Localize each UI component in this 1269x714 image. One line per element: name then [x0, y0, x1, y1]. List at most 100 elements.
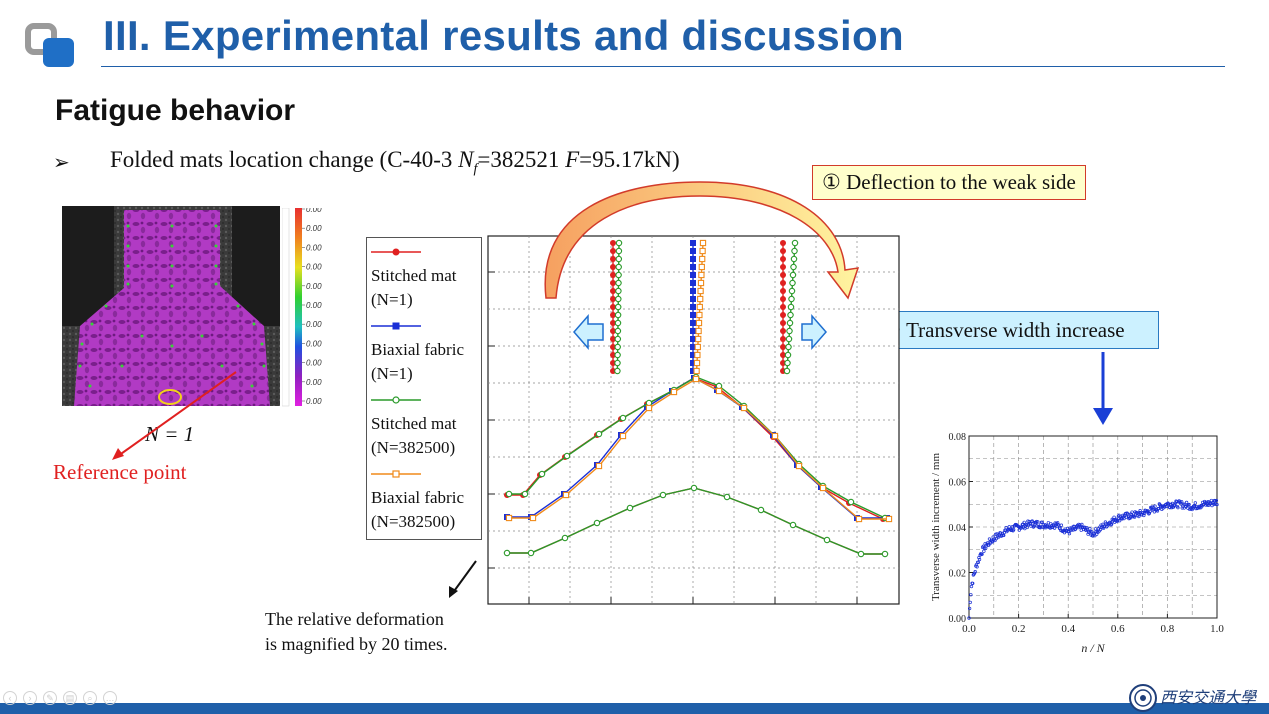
data-point [783, 367, 791, 375]
scatter-point [982, 549, 986, 553]
scatter-point [1148, 509, 1152, 514]
data-point [696, 311, 703, 319]
data-point [521, 490, 529, 498]
zoom-icon[interactable]: ⌕ [83, 691, 97, 705]
scatter-point [1101, 526, 1106, 530]
data-point [855, 515, 863, 523]
pen-icon[interactable]: ✎ [43, 691, 57, 705]
scale-tick-label: 0.00 [306, 224, 322, 233]
legend-label: Biaxial fabric [371, 340, 464, 359]
data-point [789, 279, 796, 287]
scatter-point [1010, 525, 1015, 529]
scatter-point [990, 539, 994, 543]
data-point [610, 272, 616, 278]
bullet-text: Folded mats location change (C-40-3 Nf=3… [110, 147, 680, 177]
data-point [780, 336, 786, 342]
down-arrow-icon [1093, 408, 1113, 425]
slides-icon[interactable]: ▤ [63, 691, 77, 705]
data-point [780, 288, 786, 294]
data-point [610, 352, 616, 358]
data-point [645, 404, 653, 412]
scatter-point [1056, 521, 1060, 525]
data-point [785, 335, 793, 343]
legend-marker-icon [371, 322, 421, 330]
legend-marker-icon [371, 470, 421, 478]
data-point [780, 320, 786, 326]
data-point [610, 312, 616, 318]
legend-label: Stitched mat [371, 266, 457, 285]
scatter-point [1142, 513, 1146, 518]
data-point [699, 239, 707, 247]
data-point [690, 368, 696, 374]
data-point [614, 335, 622, 343]
data-point [790, 263, 797, 271]
scatter-point [1204, 500, 1209, 504]
title-underline [101, 66, 1225, 67]
data-point [503, 549, 511, 557]
data-point [690, 296, 696, 302]
data-point [715, 387, 723, 395]
university-name: 西安交通大學 [1160, 688, 1257, 707]
data-point [659, 491, 667, 499]
university-seal-icon [1129, 684, 1157, 712]
data-point [529, 514, 537, 522]
data-point [791, 247, 798, 255]
data-point [780, 328, 786, 334]
data-point [693, 367, 700, 375]
x-tick-label: 1.0 [1210, 623, 1224, 635]
data-point [784, 351, 792, 359]
dic-strain-image [62, 206, 280, 406]
scatter-point [1199, 503, 1204, 508]
scatter-point [1119, 517, 1123, 521]
scatter-point [1109, 523, 1113, 527]
data-point [595, 430, 603, 438]
scatter-point [1168, 506, 1172, 510]
legend-label: (N=382500) [371, 438, 456, 457]
data-point [614, 319, 622, 327]
data-point [610, 360, 616, 366]
data-point [791, 239, 799, 247]
data-point [690, 360, 696, 366]
data-point [885, 515, 893, 523]
data-point [784, 359, 791, 367]
scatter-point [967, 616, 971, 620]
data-point [696, 303, 703, 311]
data-point [786, 319, 794, 327]
scatter-point [969, 593, 973, 597]
x-axis-label: n / N [1081, 641, 1105, 655]
scatter-point [982, 546, 987, 550]
data-point [780, 280, 786, 286]
more-icon[interactable]: … [103, 691, 117, 705]
data-point [780, 360, 786, 366]
scatter-point [968, 600, 972, 605]
data-point [615, 247, 623, 255]
scatter-point [1197, 506, 1202, 510]
scatter-point [1112, 515, 1116, 519]
data-point [626, 504, 634, 512]
scatter-point [1071, 528, 1075, 532]
reference-arrow-icon [112, 448, 124, 460]
data-point [690, 272, 696, 278]
x-tick-label: 0.4 [1061, 623, 1075, 635]
scale-tick-label: 0.00 [306, 378, 322, 387]
scatter-point [1122, 516, 1126, 521]
data-point [527, 549, 535, 557]
scatter-point [1093, 527, 1098, 531]
data-point [562, 491, 570, 499]
data-point [694, 343, 701, 351]
next-slide-icon[interactable]: › [23, 691, 37, 705]
scale-tick-label: 0.00 [306, 359, 322, 368]
scatter-point [1193, 501, 1197, 505]
legend-label: (N=1) [371, 364, 413, 383]
x-tick-label: 0.6 [1111, 623, 1125, 635]
legend-label: (N=1) [371, 290, 413, 309]
scatter-point [977, 557, 982, 562]
scatter-point [971, 581, 975, 585]
data-point [881, 550, 889, 558]
data-point [790, 255, 798, 263]
scatter-point [1103, 520, 1108, 524]
cycle-number-label: N = 1 [145, 422, 195, 446]
prev-slide-icon[interactable]: ‹ [3, 691, 17, 705]
y-tick-label: 0.06 [949, 478, 967, 489]
data-point [823, 536, 831, 544]
